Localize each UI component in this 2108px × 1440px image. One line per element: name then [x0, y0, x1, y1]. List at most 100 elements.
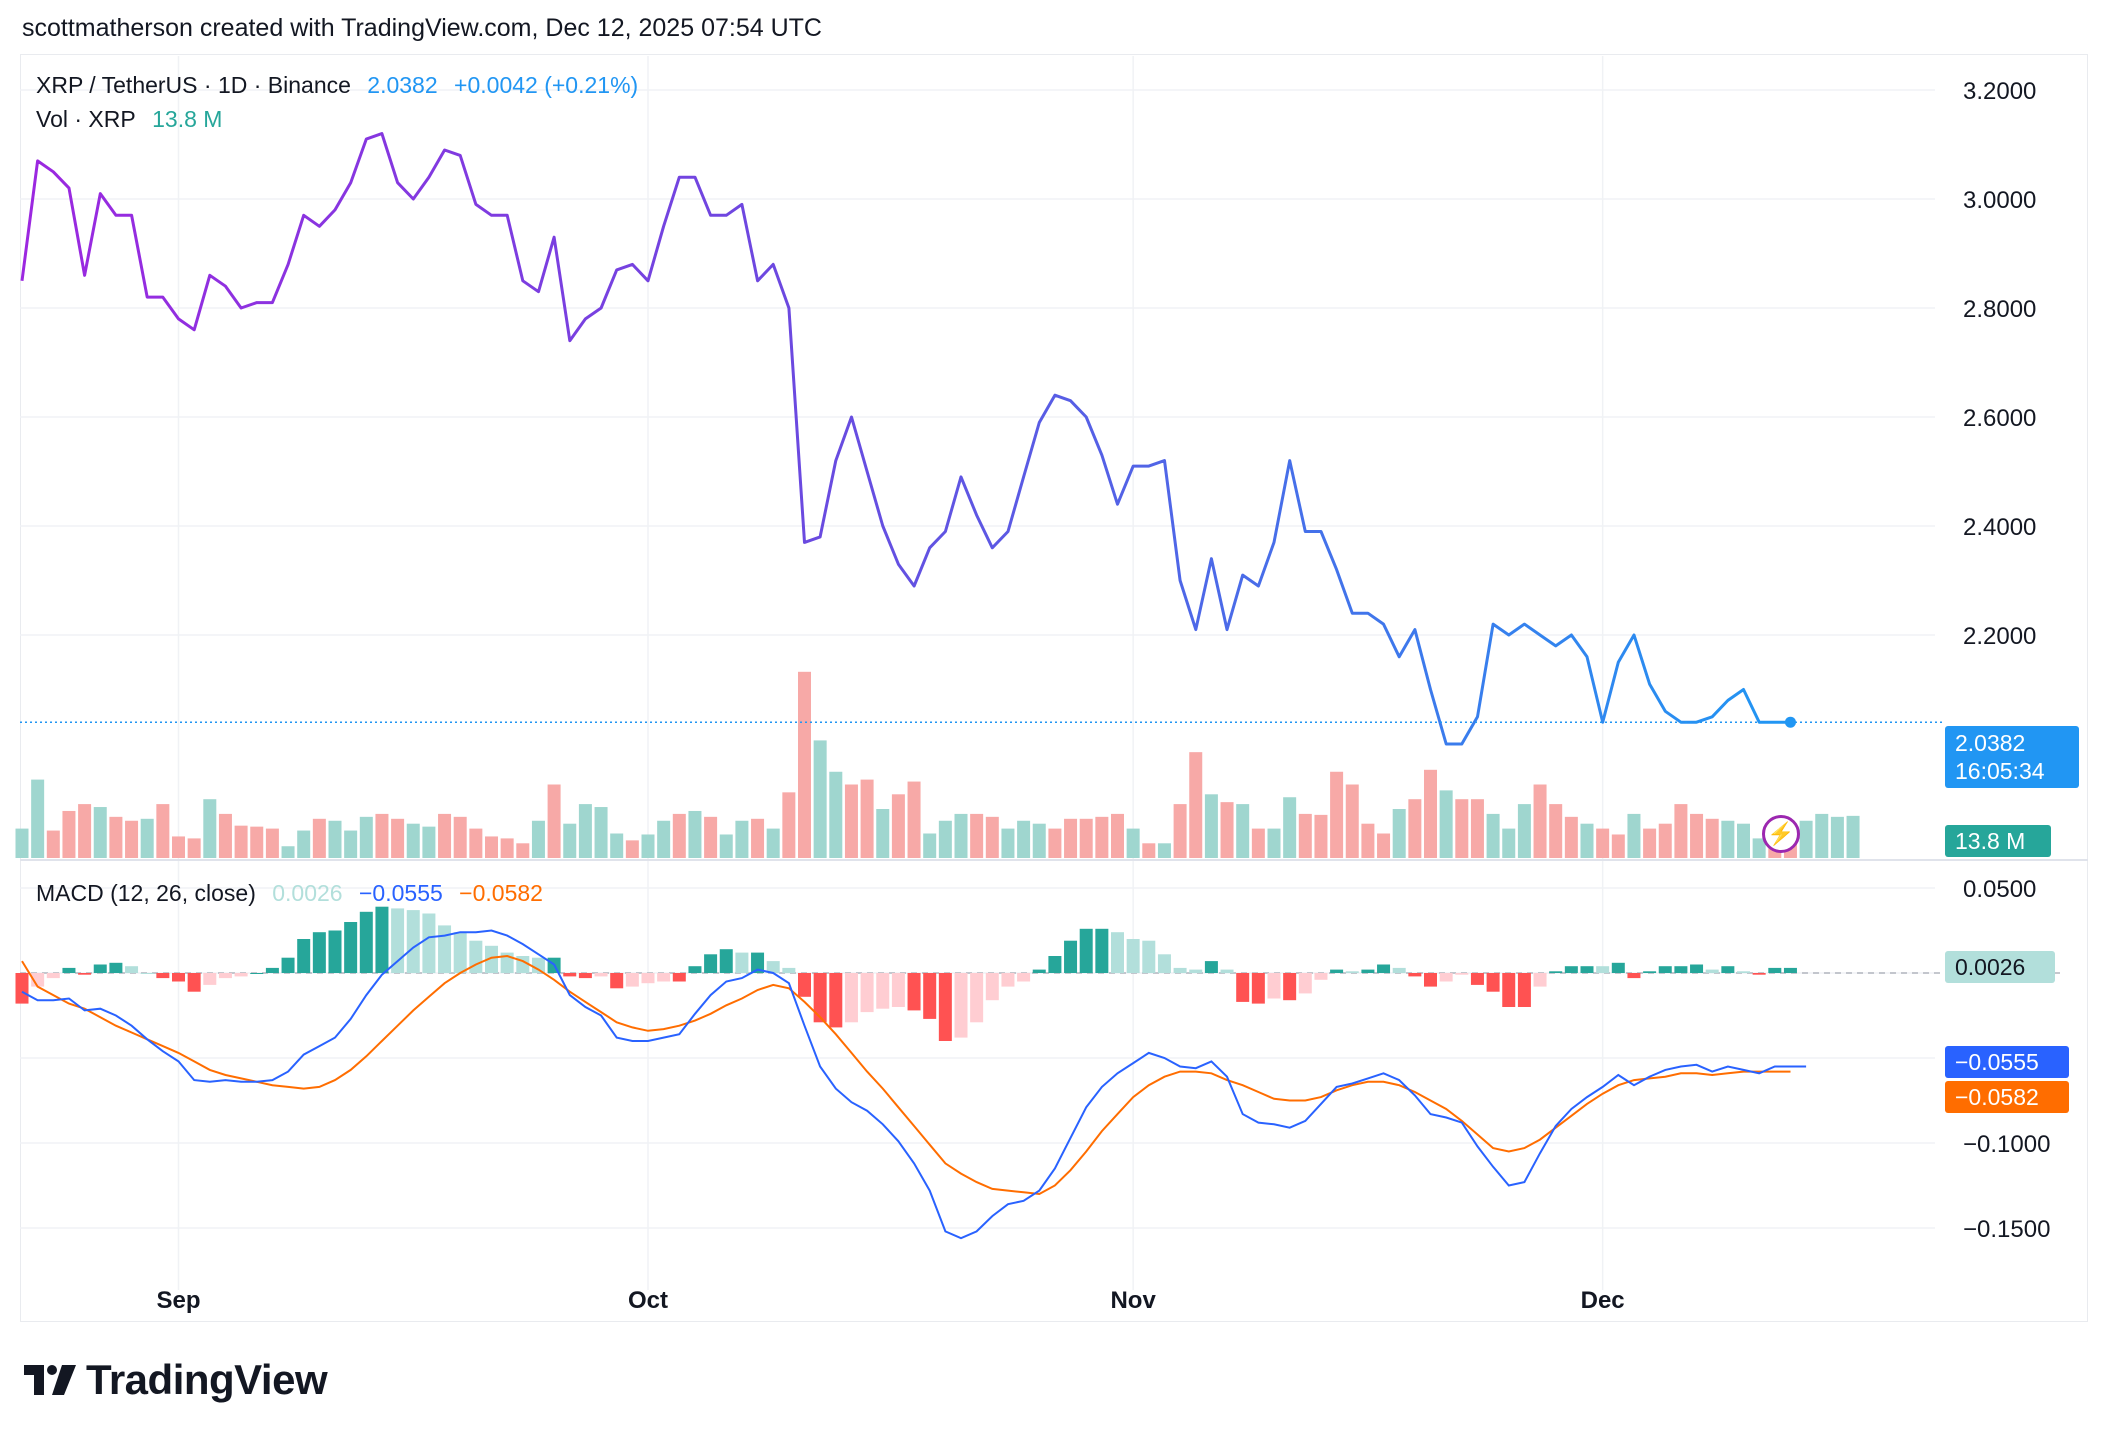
macd-histogram-bar — [860, 973, 874, 1013]
macd-histogram-bar — [563, 973, 577, 977]
volume-bar — [594, 807, 608, 858]
grid — [20, 56, 2088, 1290]
signal-line — [21, 954, 1791, 1196]
last-price-tag-value: 2.0382 — [1955, 730, 2026, 756]
macd-histogram-bar — [1580, 966, 1594, 973]
volume-bar — [172, 836, 185, 858]
macd-histogram-bar — [594, 973, 608, 977]
macd-histogram-bar — [1251, 973, 1265, 1004]
macd-histogram-bar — [1204, 961, 1218, 973]
chart-frame[interactable] — [20, 54, 2088, 1322]
macd-lines — [21, 929, 1807, 1240]
volume-bar — [297, 830, 311, 858]
volume-bar — [140, 818, 154, 858]
volume-bar — [688, 810, 702, 858]
macd-histogram-bar — [1377, 964, 1391, 973]
macd-histogram-bar — [1079, 928, 1093, 973]
macd-histogram-bar — [234, 973, 248, 977]
volume-bar — [970, 813, 984, 858]
macd-histogram-bar — [1502, 973, 1516, 1007]
month-label-dec: Dec — [1581, 1287, 1625, 1314]
macd-histogram-bar — [1424, 973, 1437, 987]
macd-histogram-bar — [1658, 966, 1672, 973]
macd-histogram-bar — [782, 967, 796, 973]
volume-bar — [1424, 769, 1437, 858]
volume-bar — [1032, 823, 1046, 858]
macd-histogram-bar — [62, 967, 76, 973]
last-price-tag: 2.0382 16:05:34 — [1945, 726, 2079, 788]
macd-histogram-bar — [203, 973, 217, 985]
month-label-nov: Nov — [1110, 1287, 1156, 1314]
macd-histogram-bar — [1643, 971, 1657, 973]
volume-bar — [1017, 820, 1031, 858]
macd-histogram-bar — [1032, 969, 1046, 973]
volume-bar — [469, 828, 483, 858]
tradingview-logo[interactable]: TradingView — [24, 1356, 328, 1404]
price-change-value: +0.0042 (+0.21%) — [454, 72, 639, 98]
volume-bar — [1267, 828, 1281, 858]
volume-bar — [1815, 813, 1829, 858]
macd-histogram-bar — [1048, 956, 1062, 973]
macd-histogram-bar — [1220, 969, 1234, 973]
volume-bar — [218, 813, 232, 858]
volume-bar — [1486, 813, 1500, 858]
macd-histogram-bar — [531, 957, 545, 973]
macd-histogram-bar — [813, 973, 827, 1023]
macd-histogram-bar — [1173, 967, 1187, 973]
lightning-icon[interactable]: ⚡ — [1762, 815, 1800, 853]
volume-bar — [1658, 823, 1672, 858]
macd-histogram-bar — [1549, 971, 1563, 973]
macd-histogram-bar — [375, 906, 389, 973]
volume-bar — [1846, 815, 1860, 858]
macd-histogram-bar — [265, 967, 279, 973]
price-line-group — [20, 132, 1945, 746]
volume-bar — [625, 840, 639, 858]
volume-bar — [1064, 818, 1078, 858]
volume-bar — [1721, 820, 1735, 858]
macd-histogram-bar — [15, 973, 29, 1004]
macd-histogram-bar — [312, 932, 326, 973]
volume-bar — [438, 813, 452, 858]
candle-countdown: 16:05:34 — [1955, 758, 2045, 784]
volume-bar — [500, 838, 514, 858]
macd-histogram-bar — [1674, 966, 1688, 973]
volume-bar — [1517, 804, 1531, 858]
last-price-dot — [1784, 716, 1796, 728]
volume-bar — [1439, 790, 1453, 858]
macd-histogram-bar — [1157, 954, 1171, 973]
volume-bar — [422, 826, 436, 858]
volume-bar — [1580, 823, 1594, 858]
macd-histogram-bar — [297, 939, 311, 973]
macd-histogram-bar — [1095, 928, 1109, 973]
macd-line — [21, 929, 1807, 1240]
volume-bar — [1705, 818, 1719, 858]
volume-bar — [704, 816, 718, 858]
volume-bar — [109, 816, 123, 858]
macd-hist-value: 0.0026 — [272, 880, 343, 906]
macd-histogram-bar — [1064, 940, 1078, 973]
price-tick-label: 2.2000 — [1963, 623, 2036, 650]
volume-bar — [563, 823, 577, 858]
macd-histogram-bar — [93, 964, 107, 973]
volume-bar — [1001, 828, 1015, 858]
volume-bar — [93, 807, 107, 858]
volume-bar — [1157, 843, 1171, 858]
macd-histogram-bar — [422, 913, 436, 973]
macd-histogram-bar — [281, 957, 295, 973]
macd-histogram-bar — [1189, 969, 1203, 973]
volume-bar — [1533, 784, 1547, 858]
volume-bar — [844, 784, 858, 858]
volume-bar — [860, 779, 874, 858]
tradingview-logo-text: TradingView — [86, 1356, 328, 1403]
macd-histogram-bar — [250, 973, 264, 974]
volume-bar — [281, 846, 295, 858]
volume-bar — [672, 813, 686, 858]
macd-histogram-bar — [1111, 932, 1124, 973]
volume-bar — [203, 799, 217, 858]
volume-bar — [1627, 813, 1641, 858]
volume-bar — [1126, 828, 1140, 858]
macd-histogram-bar — [187, 973, 201, 992]
macd-histogram-bar — [610, 973, 624, 989]
volume-tag: 13.8 M — [1945, 825, 2051, 857]
